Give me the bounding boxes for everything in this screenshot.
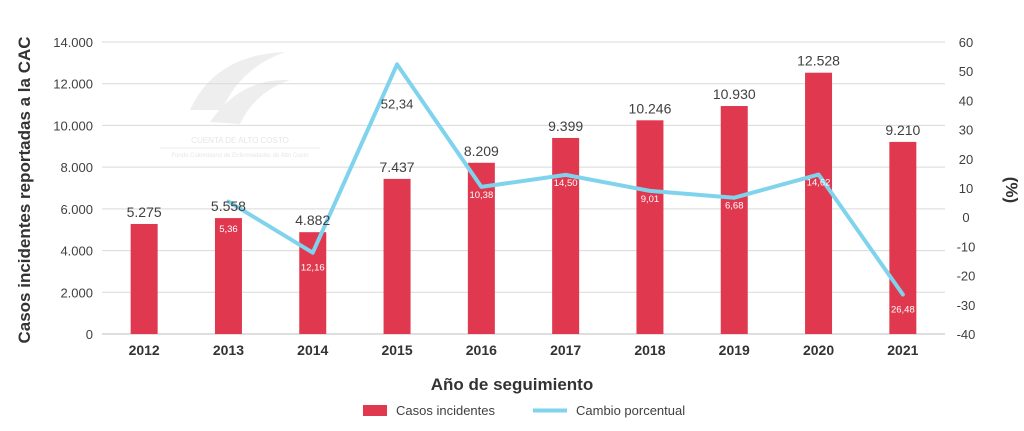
x-axis-ticks: 2012 2013 2014 2015 2016 2017 2018 2019 2020 2021	[129, 342, 919, 358]
bar	[805, 72, 833, 334]
watermark-logo: CUENTA DE ALTO COSTO Fondo Colombiano de…	[160, 52, 320, 159]
watermark-title: CUENTA DE ALTO COSTO	[191, 136, 289, 145]
x-tick-label: 2019	[719, 342, 750, 358]
bar-value-label: 10.246	[629, 100, 672, 116]
right-axis-ticks: -40 -30 -20 -10 0 10 20 30 40 50 60	[957, 35, 976, 342]
y2-tick-label: -10	[957, 239, 976, 254]
percent-label: 12,16	[301, 263, 325, 274]
bar-value-labels: 5.275 5.558 4.882 7.437 8.209 9.399 10.246 10.9…	[127, 53, 921, 228]
bar	[720, 106, 748, 334]
y-tick-label: 12.000	[53, 77, 93, 92]
y2-tick-label: -30	[957, 298, 976, 313]
bar	[467, 162, 495, 334]
percent-label: 6,68	[725, 201, 744, 212]
legend-label-line: Cambio porcentual	[576, 403, 685, 418]
y-tick-label: 6.000	[60, 202, 93, 217]
bar	[552, 137, 580, 334]
y2-tick-label: 0	[962, 210, 969, 225]
percent-change-line	[226, 62, 905, 297]
bar-value-label: 10.930	[713, 86, 756, 102]
x-tick-label: 2013	[213, 342, 244, 358]
y-tick-label: 4.000	[60, 244, 93, 259]
percent-label: 14,62	[807, 178, 831, 189]
x-tick-label: 2016	[466, 342, 497, 358]
y-axis-title: Casos incidentes reportadas a la CAC	[15, 36, 34, 343]
percent-label: 52,34	[381, 96, 414, 111]
legend: Casos incidentes Cambio porcentual	[363, 403, 685, 418]
y-tick-label: 0	[86, 327, 93, 342]
percent-label: 9,01	[641, 194, 660, 205]
percent-label: 14,50	[554, 178, 578, 189]
y2-axis-title: (%)	[1002, 177, 1021, 203]
y-tick-label: 8.000	[60, 160, 93, 175]
bar	[889, 141, 917, 334]
bar-value-label: 4.882	[295, 212, 330, 228]
x-tick-label: 2015	[381, 342, 412, 358]
percent-label: 26,48	[891, 305, 915, 316]
y2-tick-label: 40	[959, 93, 973, 108]
bar	[636, 120, 664, 334]
x-tick-label: 2017	[550, 342, 581, 358]
percent-label: 10,38	[469, 190, 493, 201]
y-tick-label: 10.000	[53, 118, 93, 133]
bar-value-label: 12.528	[797, 53, 840, 69]
y2-tick-label: 60	[959, 35, 973, 50]
percent-label: 5,36	[219, 224, 238, 235]
y2-tick-label: 30	[959, 123, 973, 138]
x-tick-label: 2012	[129, 342, 160, 358]
y2-tick-label: 20	[959, 152, 973, 167]
y2-tick-label: 10	[959, 181, 973, 196]
y2-tick-label: -20	[957, 269, 976, 284]
bar-value-label: 7.437	[380, 159, 415, 175]
x-tick-label: 2020	[803, 342, 834, 358]
bar-value-label: 9.399	[548, 118, 583, 134]
legend-label-bar: Casos incidentes	[396, 403, 495, 418]
left-axis-ticks: 0 2.000 4.000 6.000 8.000 10.000 12.000 14.000	[53, 35, 93, 342]
bar	[383, 178, 411, 334]
y2-tick-label: -40	[957, 327, 976, 342]
bar-value-label: 9.210	[885, 122, 920, 138]
x-tick-label: 2018	[634, 342, 665, 358]
line-series	[226, 62, 905, 297]
legend-swatch-bar	[363, 405, 387, 416]
bar-series	[130, 72, 917, 334]
bar-value-label: 5.558	[211, 198, 246, 214]
x-axis-title: Año de seguimiento	[431, 375, 593, 394]
percent-labels: 5,36 12,16 52,34 10,38 14,50 9,01 6,68 14,62 26,…	[219, 96, 915, 315]
x-tick-label: 2021	[887, 342, 918, 358]
y2-tick-label: 50	[959, 64, 973, 79]
y-tick-label: 2.000	[60, 285, 93, 300]
bar-value-label: 8.209	[464, 143, 499, 159]
bar-value-label: 5.275	[127, 204, 162, 220]
bar	[214, 218, 242, 334]
watermark-logo-icon	[190, 52, 285, 110]
bar	[130, 223, 158, 334]
grid	[102, 41, 945, 335]
watermark-subtitle: Fondo Colombiano de Enfermedades de Alto…	[171, 153, 309, 159]
y-tick-label: 14.000	[53, 35, 93, 50]
x-tick-label: 2014	[297, 342, 328, 358]
